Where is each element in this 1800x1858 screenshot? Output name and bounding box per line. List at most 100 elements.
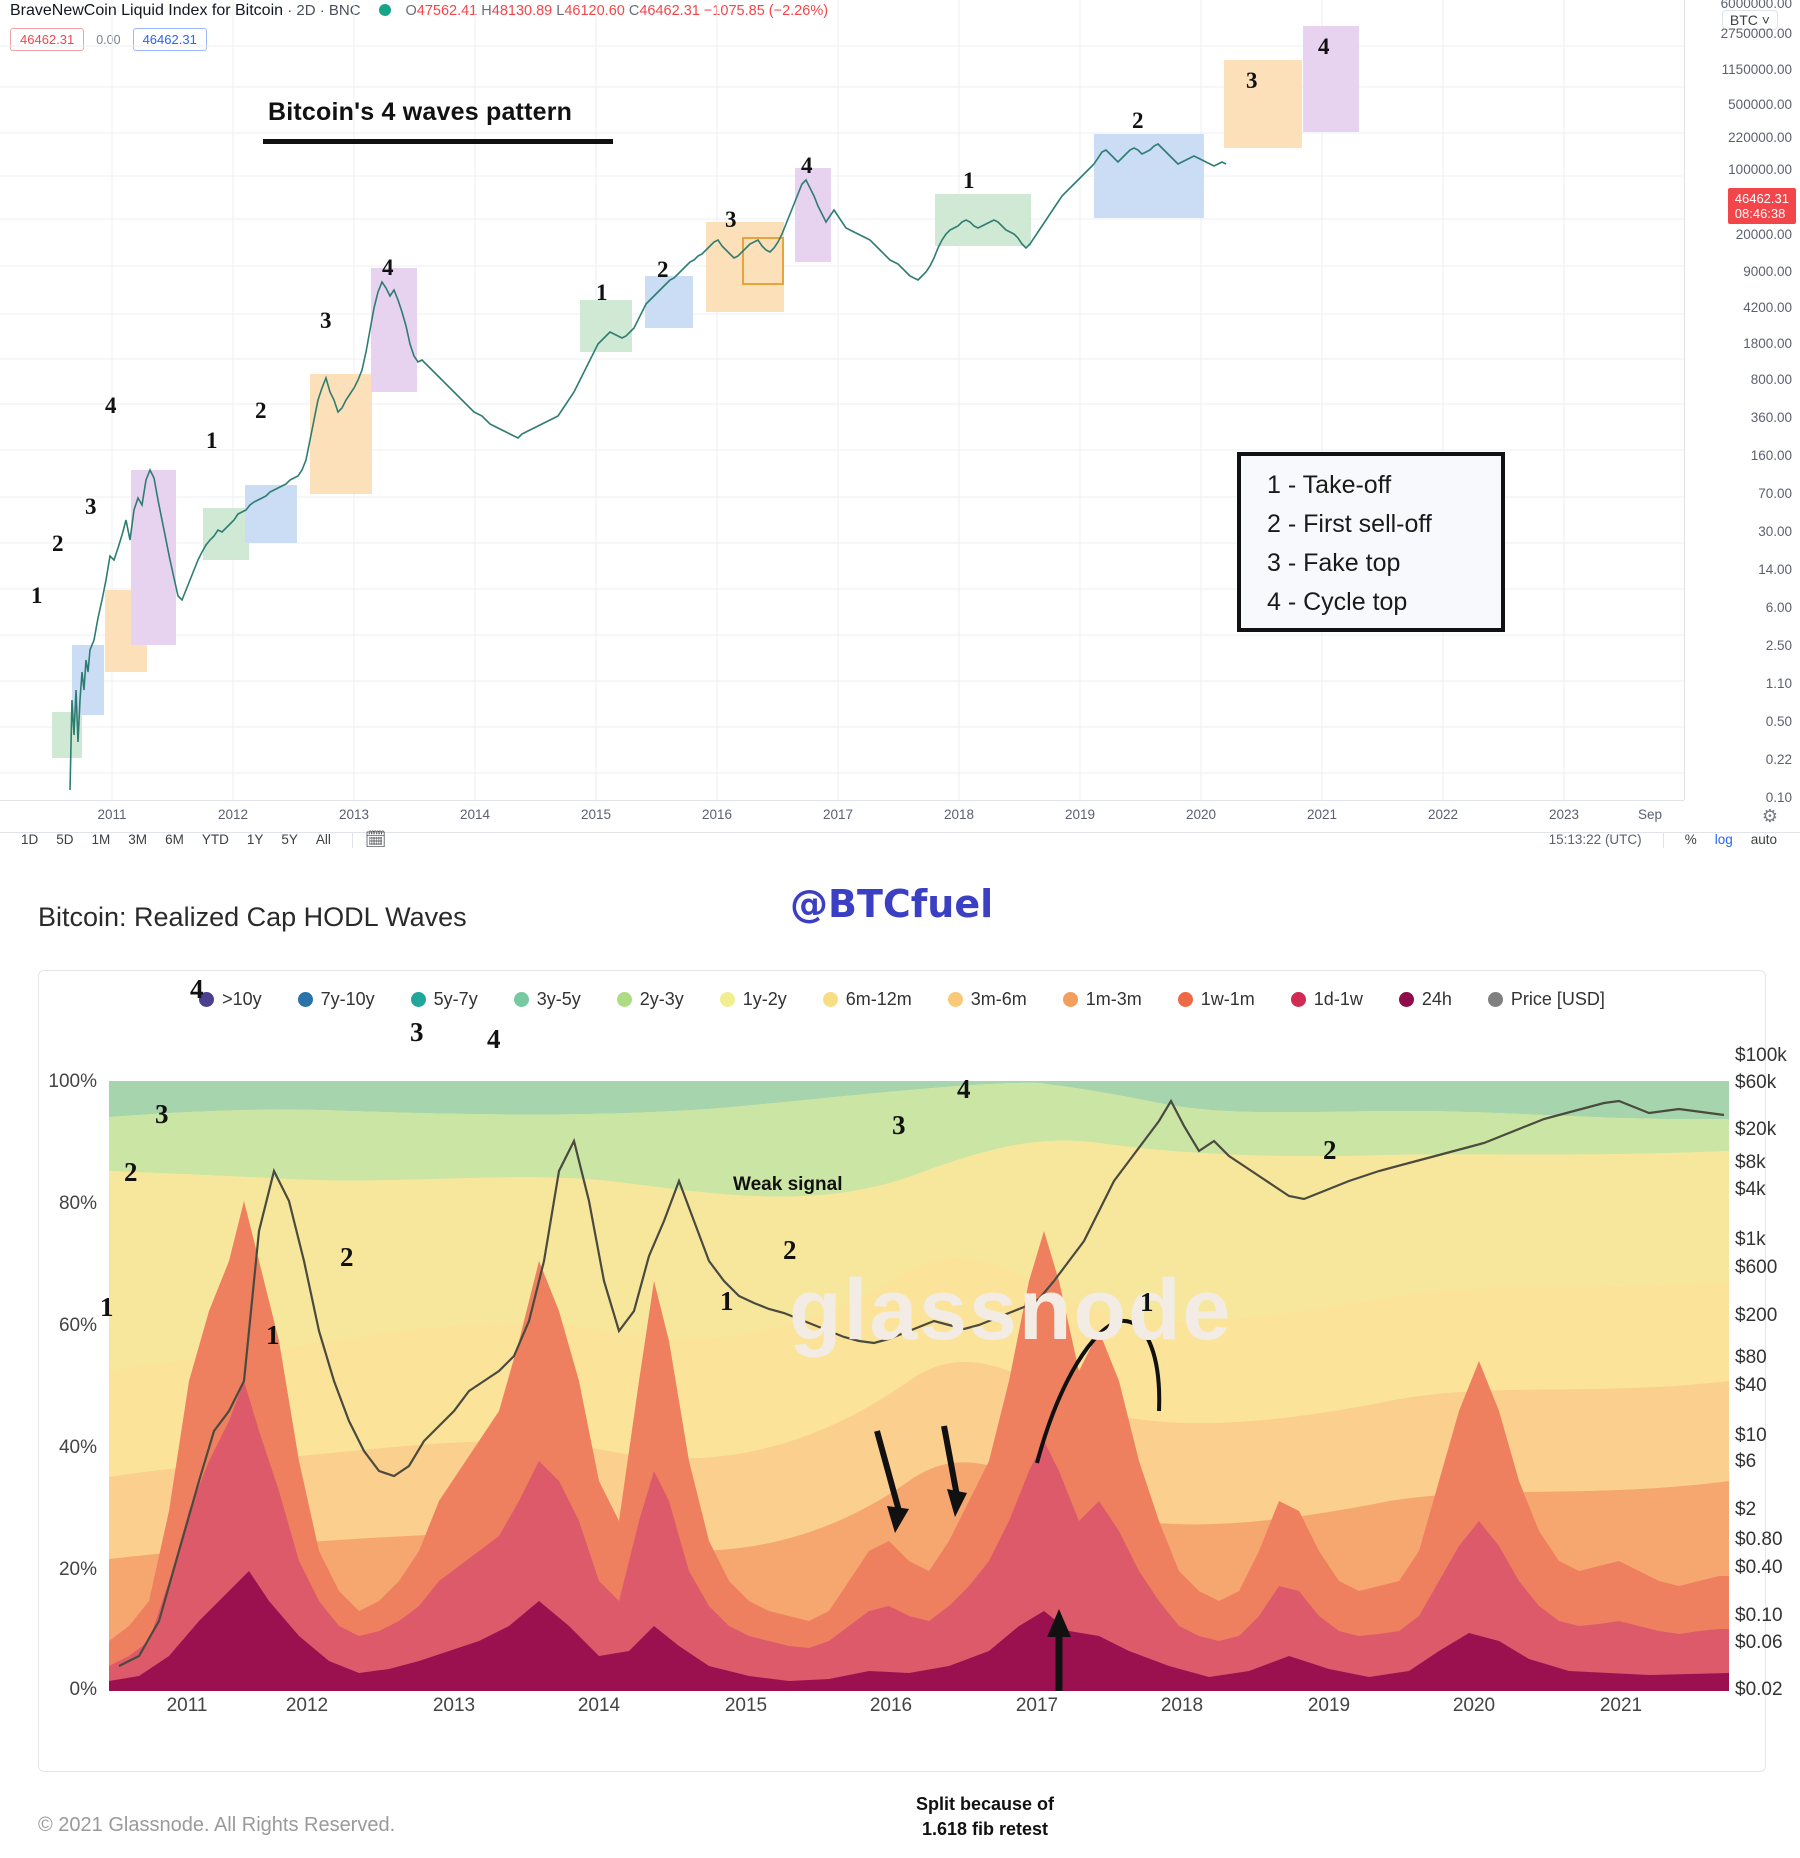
wave-pattern-legend-box: 1 - Take-off 2 - First sell-off 3 - Fake… [1237,452,1505,632]
x-tick-2020: 2020 [1185,807,1217,822]
y-tick-8: 4200.00 [1743,300,1792,315]
y-tick-20: 0.22 [1765,752,1792,767]
gn-p-002: $0.02 [1735,1679,1783,1700]
y-tick-2: 1150000.00 [1721,62,1792,77]
legend-item-1w-1m[interactable]: 1w-1m [1177,989,1255,1010]
currency-unit-selector[interactable]: BTC ˅ [1721,10,1778,30]
series-status-dot [379,3,392,16]
gn-y-40: 40% [58,1437,97,1458]
tradingview-time-axis[interactable]: 2011 2012 2013 2014 2015 2016 2017 2018 … [0,800,1684,832]
timeframe-3m[interactable]: 3M [128,832,148,847]
tradingview-price-axis[interactable]: 6000000.00 BTC ˅ 2750000.00 1150000.00 5… [1684,0,1800,805]
wave-label-c3-p3: 3 [725,207,737,232]
badge-blue-value[interactable]: 46462.31 [132,28,207,51]
wave-label-c3-p4: 4 [801,153,813,178]
timeframe-ytd[interactable]: YTD [201,832,229,847]
percent-scale-toggle[interactable]: % [1684,832,1697,847]
legend-label-2y-3y: 2y-3y [639,989,684,1009]
wave-label-c4-p3: 3 [1246,68,1258,93]
gn-x-2019: 2019 [1307,1695,1351,1716]
glassnode-plot-area[interactable]: glassnode [109,1081,1729,1691]
legend-item-3y-5y[interactable]: 3y-5y [513,989,581,1010]
legend-dot-6m-12m [822,992,838,1007]
gn-x-2020: 2020 [1452,1695,1496,1716]
gn-wave-3c: 3 [892,1110,906,1140]
wave-box-c3-p2 [645,276,693,328]
y-tick-11: 360.00 [1750,410,1792,425]
gn-wave-2c: 2 [783,1235,797,1265]
gn-x-2017: 2017 [1015,1695,1059,1716]
wave-label-c1-p2: 2 [52,531,64,556]
date-range-icon[interactable]: 🗓 [364,829,387,849]
bar-countdown: 08:46:38 [1734,206,1786,221]
legend-item-1y-2y[interactable]: 1y-2y [719,989,787,1010]
wave-label-c1-p1: 1 [31,583,43,608]
badge-zero-value: 0.00 [96,32,121,47]
legend-item-gt10y[interactable]: >10y [199,989,262,1010]
hodl-waves-legend: >10y 7y-10y 5y-7y 3y-5y 2y-3y 1y-2y 6m-1… [39,989,1765,1010]
gn-x-2015: 2015 [724,1695,768,1716]
tradingview-bottom-toolbar: 1D 5D 1M 3M 6M YTD 1Y 5Y All 🗓 15:13:22 … [0,829,1800,852]
auto-scale-toggle[interactable]: auto [1750,832,1777,847]
log-scale-toggle[interactable]: log [1714,832,1733,847]
legend-dot-3y-5y [513,992,529,1007]
legend-dot-price [1487,992,1503,1007]
timeframe-1m[interactable]: 1M [91,832,111,847]
gn-p-10: $10 [1735,1425,1767,1446]
gn-wave-2a: 2 [124,1157,138,1187]
gn-wave-1c: 1 [720,1286,734,1316]
gn-wave-4c: 4 [957,1074,971,1104]
legend-dot-3m-6m [947,992,963,1007]
gn-wave-1b: 1 [266,1320,280,1350]
annotation-underline [263,139,613,144]
legend-dot-1y-2y [719,992,735,1007]
indicator-badges: 46462.31 0.00 46462.31 [10,28,207,51]
legend-label-gt10y: >10y [222,989,262,1009]
wave-label-c2-p1: 1 [206,428,218,453]
gn-p-200: $200 [1735,1305,1778,1326]
gn-wave-1a: 1 [100,1292,114,1322]
glassnode-chart-panel: Bitcoin: Realized Cap HODL Waves @BTCfue… [0,852,1800,1858]
legend-item-7y-10y[interactable]: 7y-10y [297,989,375,1010]
legend-item-2y-3y[interactable]: 2y-3y [616,989,684,1010]
legend-item-1m-3m[interactable]: 1m-3m [1062,989,1142,1010]
wave-label-c2-p4: 4 [382,255,394,280]
y-tick-16: 6.00 [1765,600,1792,615]
timeframe-all[interactable]: All [315,832,331,847]
legend-item-24h[interactable]: 24h [1398,989,1452,1010]
legend-item-1d-1w[interactable]: 1d-1w [1290,989,1363,1010]
timeframe-6m[interactable]: 6M [165,832,184,847]
tradingview-chart-panel: BraveNewCoin Liquid Index for Bitcoin · … [0,0,1800,852]
y-tick-0: 6000000.00 [1720,0,1792,11]
timeframe-buttons: 1D 5D 1M 3M 6M YTD 1Y 5Y All 🗓 [12,829,386,850]
gn-y-20: 20% [58,1559,97,1580]
gn-x-2014: 2014 [577,1695,621,1716]
gn-y-60: 60% [58,1315,97,1336]
legend-dot-7y-10y [297,992,313,1007]
glassnode-percent-axis: 100% 80% 60% 40% 20% 0% [39,1071,105,1700]
gear-icon[interactable]: ⚙ [1761,806,1778,826]
legend-item-price[interactable]: Price [USD] [1487,989,1605,1010]
badge-red-value[interactable]: 46462.31 [10,28,85,51]
toolbar-divider [351,831,353,848]
interval-label[interactable]: 2D [296,2,316,19]
y-tick-17: 2.50 [1765,638,1792,653]
gn-p-040: $0.40 [1735,1557,1783,1578]
legend-label-6m-12m: 6m-12m [845,989,912,1009]
gn-wave-2b: 2 [340,1242,354,1272]
symbol-name[interactable]: BraveNewCoin Liquid Index for Bitcoin [10,2,284,19]
legend-item-6m-12m[interactable]: 6m-12m [822,989,912,1010]
gn-p-40: $40 [1735,1375,1767,1396]
timeframe-1y[interactable]: 1Y [246,832,264,847]
x-tick-2019: 2019 [1064,807,1096,822]
timeframe-5d[interactable]: 5D [56,832,74,847]
legend-item-3m-6m[interactable]: 3m-6m [947,989,1027,1010]
x-tick-2013: 2013 [338,807,370,822]
tradingview-plot-area[interactable]: 1 2 3 4 1 2 3 4 1 2 3 4 1 2 3 4 Bitcoin'… [0,0,1684,800]
gn-wave-3a: 3 [155,1099,169,1129]
timeframe-5y[interactable]: 5Y [281,832,298,847]
timeframe-1d[interactable]: 1D [21,832,39,847]
x-tick-sep: Sep [1637,807,1663,822]
price-series [69,143,1227,791]
legend-item-5y-7y[interactable]: 5y-7y [410,989,478,1010]
